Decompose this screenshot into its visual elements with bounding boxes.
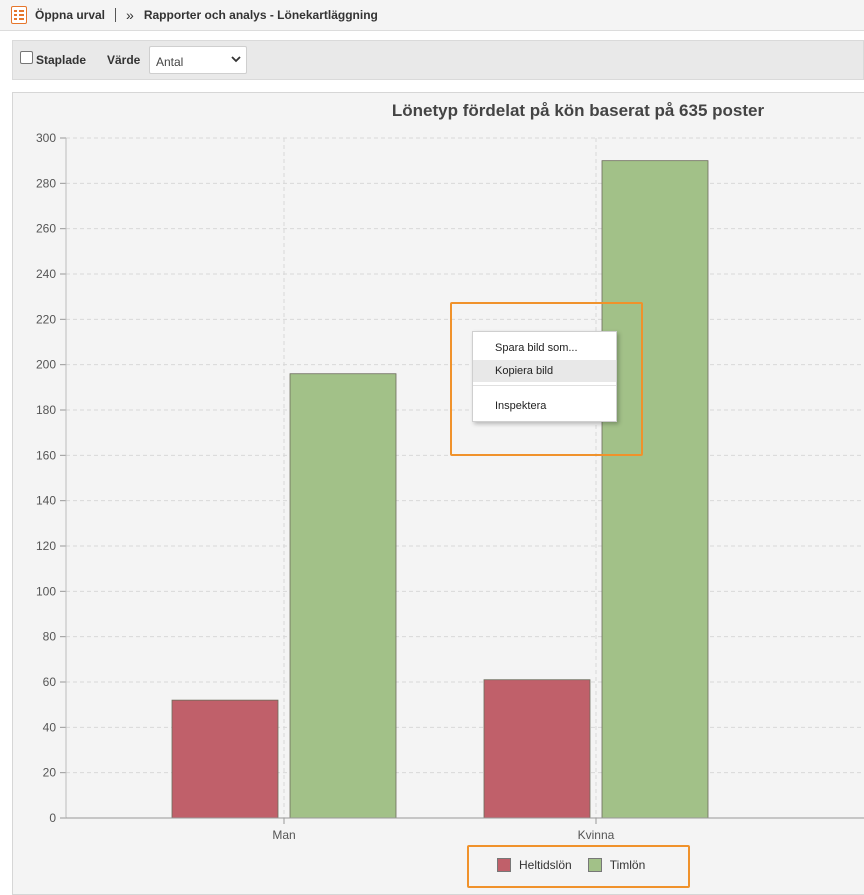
legend-label: Heltidslön (519, 858, 572, 872)
chart-container (12, 92, 864, 895)
legend-label: Timlön (609, 858, 646, 872)
stacked-checkbox[interactable] (20, 51, 33, 64)
stacked-label: Staplade (36, 53, 87, 67)
value-select[interactable]: Antal (149, 46, 247, 74)
y-tick-label: 20 (43, 766, 57, 780)
y-tick-label: 220 (36, 312, 56, 326)
chart-title: Lönetyp fördelat på kön baserat på 635 p… (392, 101, 765, 120)
double-chevron-right-icon: » (126, 7, 134, 23)
legend-swatch (497, 858, 511, 872)
bar-heltidslön-kvinna[interactable] (483, 679, 591, 819)
value-select-text: Antal (156, 55, 184, 69)
y-tick-label: 280 (36, 176, 56, 190)
y-tick-label: 80 (43, 630, 57, 644)
y-tick-label: 60 (43, 675, 57, 689)
copy-image-menu-item[interactable]: Kopiera bild (473, 360, 616, 382)
y-tick-label: 160 (36, 448, 56, 462)
x-tick-label: Man (272, 828, 295, 842)
bar-timlön-kvinna[interactable] (601, 160, 709, 819)
x-tick-label: Kvinna (578, 828, 615, 842)
legend-swatch (587, 858, 602, 872)
y-tick-label: 120 (36, 539, 56, 553)
y-tick-label: 140 (36, 494, 56, 508)
legend-item-timlon[interactable]: Timlön (587, 858, 646, 872)
y-tick-label: 300 (36, 131, 56, 145)
y-tick-label: 100 (36, 584, 56, 598)
chevron-down-icon (231, 56, 241, 63)
value-label: Värde (107, 53, 141, 67)
bar-timlön-man[interactable] (289, 373, 397, 819)
y-tick-label: 200 (36, 358, 56, 372)
inspect-menu-item[interactable]: Inspektera (495, 400, 547, 412)
chart-toolbar: Staplade Värde Antal (12, 40, 864, 80)
context-menu-highlight-box (450, 302, 643, 456)
legend-highlight-box (467, 845, 690, 888)
y-tick-label: 180 (36, 403, 56, 417)
top-bar: Öppna urval » Rapporter och analys - Lön… (0, 0, 864, 31)
y-tick-label: 240 (36, 267, 56, 281)
open-selection-link[interactable]: Öppna urval (35, 8, 106, 22)
menu-divider (473, 385, 616, 386)
save-image-as-menu-item[interactable]: Spara bild som... (495, 342, 578, 354)
context-menu: Spara bild som... Kopiera bild Inspekter… (472, 331, 617, 422)
breadcrumb: Rapporter och analys - Lönekartläggning (143, 8, 378, 22)
list-menu-icon[interactable] (11, 6, 27, 24)
legend-item-heltidslon[interactable]: Heltidslön (497, 858, 572, 872)
divider (115, 8, 117, 22)
y-tick-label: 40 (43, 720, 57, 734)
bar-heltidslön-man[interactable] (171, 699, 279, 819)
chart-legend: Heltidslön Timlön (497, 855, 661, 875)
y-tick-label: 0 (49, 811, 56, 825)
y-tick-label: 260 (36, 222, 56, 236)
